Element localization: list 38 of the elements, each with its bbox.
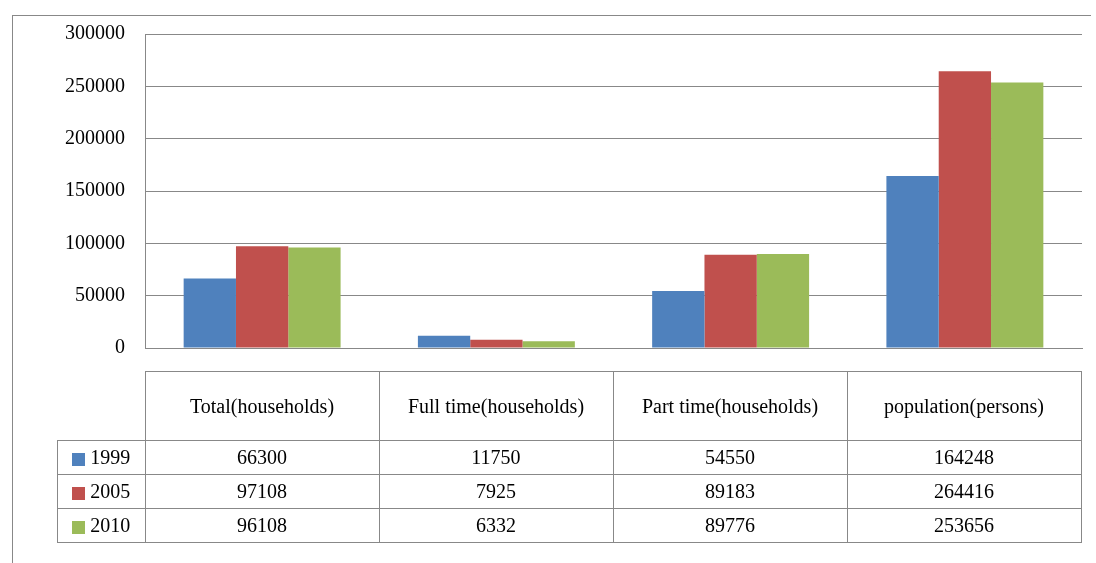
bar xyxy=(417,335,471,348)
y-tick-label: 250000 xyxy=(65,73,125,96)
legend-label: 2010 xyxy=(57,508,145,543)
bar xyxy=(652,290,705,348)
legend-label: 1999 xyxy=(57,440,145,475)
y-tick-label: 0 xyxy=(115,335,125,358)
data-label: 96108 xyxy=(145,508,379,543)
x-tick-label: Total(households) xyxy=(145,371,379,441)
data-label: 66300 xyxy=(145,440,379,475)
data-label: 7925 xyxy=(379,474,613,509)
data-label: 253656 xyxy=(847,508,1081,543)
bar xyxy=(522,341,575,348)
y-tick-label: 150000 xyxy=(65,178,125,201)
y-tick-label: 200000 xyxy=(65,125,125,148)
bar xyxy=(235,246,289,348)
legend-label: 2005 xyxy=(57,474,145,509)
y-tick-label: 300000 xyxy=(65,21,125,44)
y-tick-label: 50000 xyxy=(75,282,125,305)
bar xyxy=(288,247,341,348)
data-label: 89183 xyxy=(613,474,847,509)
data-label: 264416 xyxy=(847,474,1081,509)
x-tick-label: Full time(households) xyxy=(379,371,613,441)
bar xyxy=(938,71,992,348)
bar xyxy=(756,254,810,348)
data-label: 6332 xyxy=(379,508,613,543)
bar xyxy=(886,176,939,348)
bar xyxy=(470,339,523,348)
data-label: 11750 xyxy=(379,440,613,475)
x-tick-label: population(persons) xyxy=(847,371,1081,441)
x-tick-label: Part time(households) xyxy=(613,371,847,441)
data-label: 164248 xyxy=(847,440,1081,475)
bar xyxy=(183,278,236,348)
data-label: 97108 xyxy=(145,474,379,509)
y-tick-label: 100000 xyxy=(65,230,125,253)
data-label: 54550 xyxy=(613,440,847,475)
bar xyxy=(704,254,757,348)
bar xyxy=(991,82,1044,348)
data-label: 89776 xyxy=(613,508,847,543)
